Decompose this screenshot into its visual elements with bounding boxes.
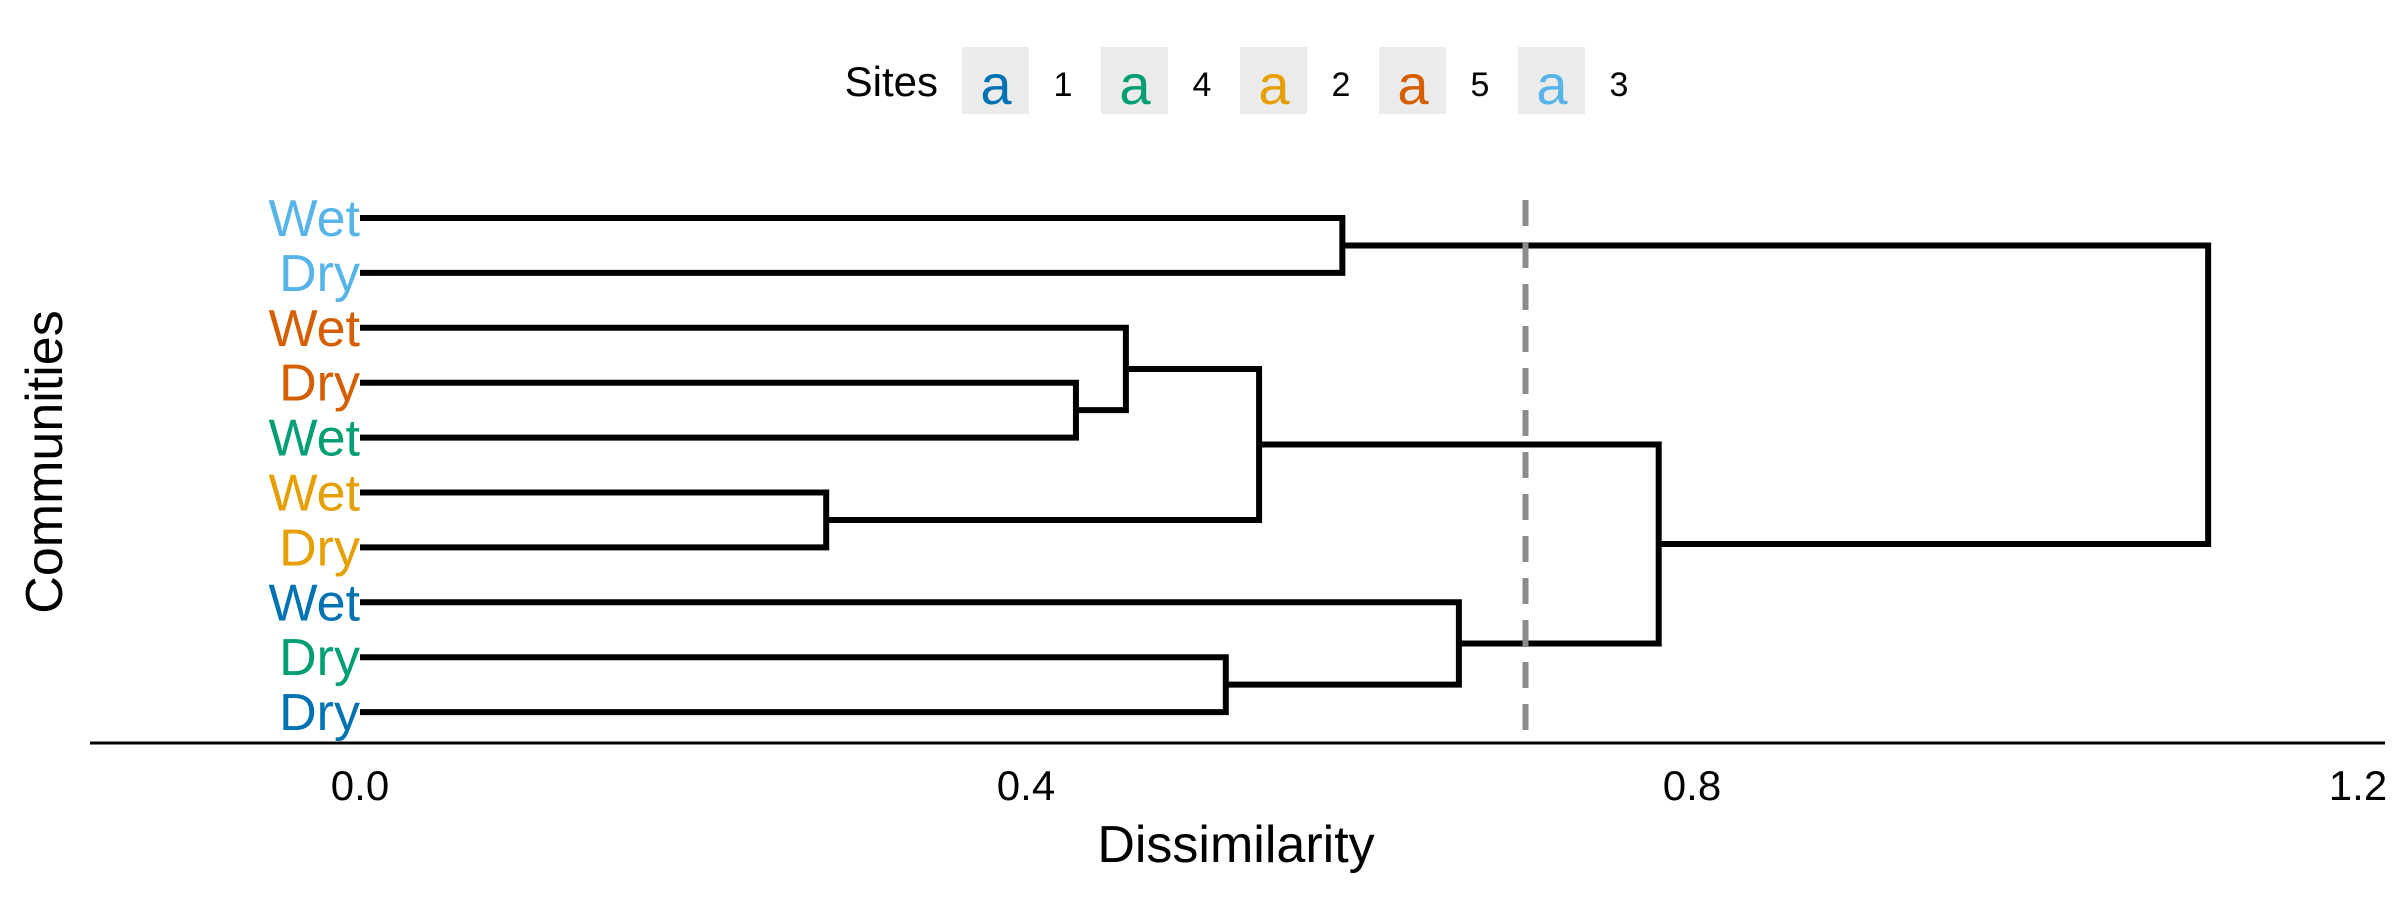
legend-key-box xyxy=(1518,47,1585,114)
leaf-label: Wet xyxy=(268,300,360,358)
leaf-label: Wet xyxy=(268,574,360,632)
legend-key-box xyxy=(1379,47,1446,114)
legend-key-glyph: a xyxy=(1119,53,1151,116)
dendrogram-branch xyxy=(826,365,1263,523)
x-tick-label: 0.8 xyxy=(1663,762,1721,809)
dendrogram-branch xyxy=(360,215,1346,276)
legend-title: Sites xyxy=(845,58,938,105)
leaf-label: Dry xyxy=(279,355,360,413)
leaf-label: Wet xyxy=(268,465,360,523)
x-tick-label: 0.0 xyxy=(331,762,389,809)
legend-key-box xyxy=(1101,47,1168,114)
leaf-label: Dry xyxy=(279,684,360,742)
dendrogram-branch xyxy=(1342,242,2212,547)
y-axis-title: Communities xyxy=(16,310,74,613)
legend-entry-label: 1 xyxy=(1054,66,1073,104)
legend-entry-label: 2 xyxy=(1332,66,1351,104)
leaf-label: Wet xyxy=(268,410,360,468)
dendrogram-branch xyxy=(360,379,1079,441)
dendrogram-branch xyxy=(360,324,1129,414)
x-tick-label: 0.4 xyxy=(997,762,1055,809)
legend-key-box xyxy=(962,47,1029,114)
leaf-label: Dry xyxy=(279,245,360,303)
legend-key-glyph: a xyxy=(980,53,1012,116)
legend-key-glyph: a xyxy=(1258,53,1290,116)
legend-entry-label: 5 xyxy=(1471,66,1490,104)
leaf-label: Dry xyxy=(279,629,360,687)
leaf-label: Wet xyxy=(268,190,360,248)
x-axis-title: Dissimilarity xyxy=(1097,816,1374,874)
leaf-label: Dry xyxy=(279,519,360,577)
legend-key-box xyxy=(1240,47,1307,114)
legend-key-glyph: a xyxy=(1536,53,1568,116)
dendrogram-branches xyxy=(360,215,2212,716)
dendrogram-branch xyxy=(360,599,1462,688)
dendrogram-branch xyxy=(360,654,1229,716)
dendrogram-branch xyxy=(360,489,830,551)
x-tick-label: 1.2 xyxy=(2329,762,2387,809)
legend-entry-label: 4 xyxy=(1193,66,1212,104)
legend-key-glyph: a xyxy=(1397,53,1429,116)
x-axis: 0.0 0.4 0.8 1.2 xyxy=(90,741,2387,809)
legend-entry-label: 3 xyxy=(1610,66,1629,104)
